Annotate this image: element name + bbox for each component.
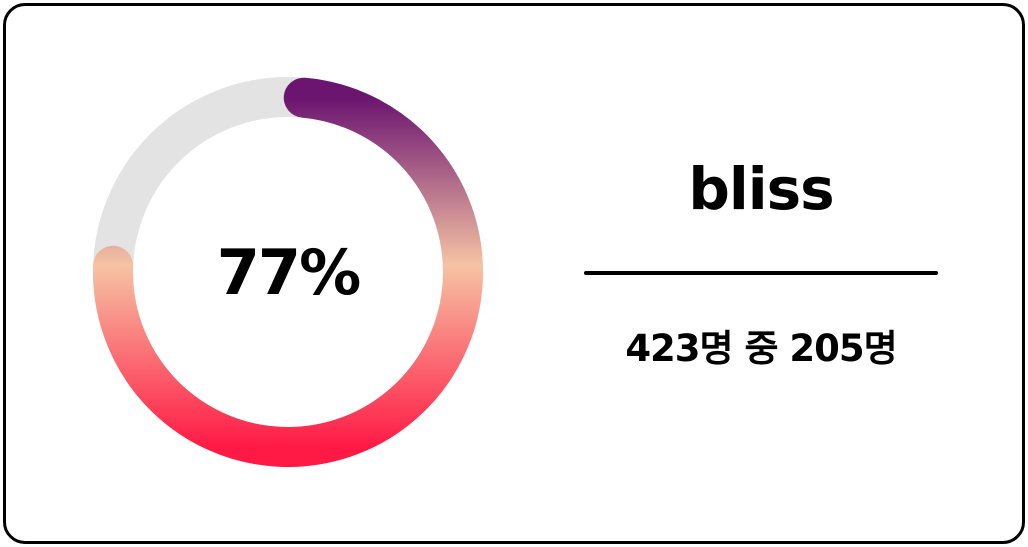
progress-ring-svg	[93, 77, 483, 467]
group-name: bliss	[688, 155, 834, 223]
divider	[584, 271, 938, 275]
progress-ring	[88, 72, 488, 472]
progress-percent-label: 77%	[216, 235, 361, 309]
member-count: 423명 중 205명	[625, 327, 897, 370]
progress-ring-fill	[93, 77, 483, 467]
